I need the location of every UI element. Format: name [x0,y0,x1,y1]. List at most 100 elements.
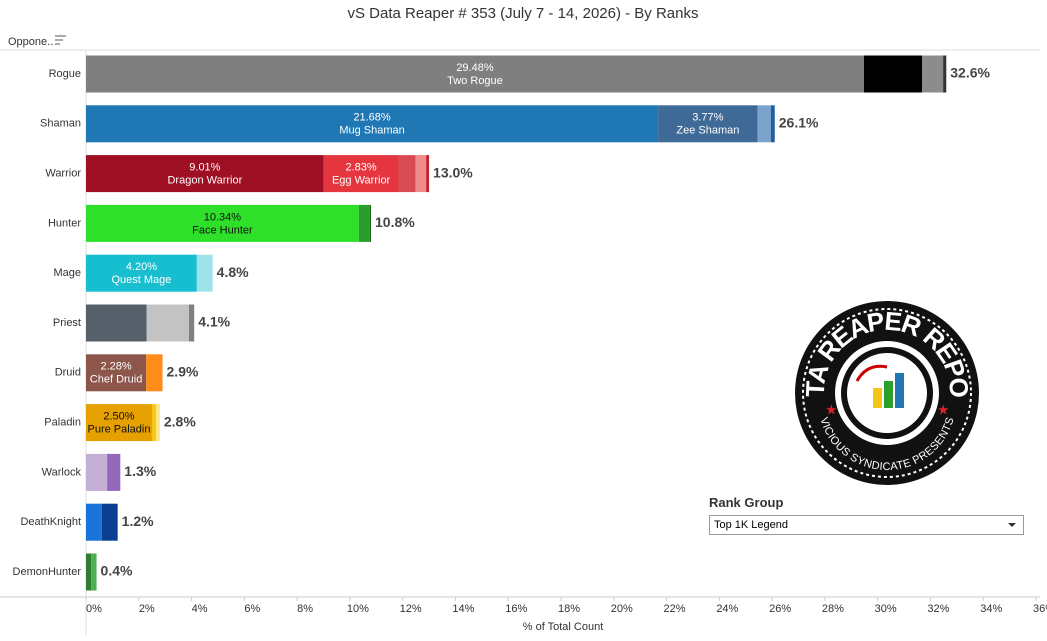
row-label: Priest [53,317,81,329]
x-tick-label: 16% [505,603,527,615]
segment-value-label: 21.68% [353,112,391,124]
chart-title: vS Data Reaper # 353 (July 7 - 14, 2026)… [347,5,698,22]
bar-segment [86,553,92,591]
segment-name-label: Dragon Warrior [167,175,242,187]
star: ★ [825,402,838,418]
bar-segment [86,55,864,93]
bar-segment [155,404,160,442]
row-label: Druid [55,367,81,379]
total-label: 0.4% [101,563,133,579]
bar-segment [151,404,156,442]
bar-segment [188,304,195,342]
bar-segment [86,105,659,143]
bar-segment [86,155,324,193]
total-label: 4.8% [217,264,249,280]
row-label: Warrior [45,168,81,180]
bar-segment [91,553,97,591]
bar-segment [196,254,213,292]
x-tick-label: 22% [664,603,686,615]
bar-segment [86,204,359,242]
row-label: Paladin [44,417,81,429]
x-tick-label: 34% [980,603,1002,615]
x-tick-label: 32% [927,603,949,615]
bar-segment [757,105,771,143]
bar-segment [863,55,922,93]
bar-segment [415,155,427,193]
x-tick-label: 6% [244,603,260,615]
bar-segment [358,204,370,242]
row-header: Oppone.. [8,36,53,48]
segment-value-label: 2.83% [346,162,377,174]
row-label: Mage [53,267,81,279]
rank-filter: Rank Group Top 1K Legend [709,495,1024,535]
segment-value-label: 2.50% [103,411,134,423]
star: ★ [937,402,950,418]
segment-name-label: Mug Shaman [339,125,404,137]
total-label: 4.1% [198,314,230,330]
segment-value-label: 2.28% [100,361,131,373]
x-tick-label: 20% [611,603,633,615]
x-tick-label: 36% [1033,603,1047,615]
sort-icon[interactable] [55,35,66,45]
x-tick-label: 26% [769,603,791,615]
row-label: Shaman [40,118,81,130]
bar-segment [86,453,108,491]
x-tick-label: 8% [297,603,313,615]
segment-name-label: Zee Shaman [676,125,739,137]
x-tick-label: 18% [558,603,580,615]
total-label: 2.8% [164,413,196,429]
segment-name-label: Chef Druid [90,374,143,386]
row-label: Warlock [42,466,82,478]
bar-segment [922,55,944,93]
x-tick-label: 28% [822,603,844,615]
x-tick-label: 10% [347,603,369,615]
bar-segment [146,304,189,342]
row-label: DemonHunter [13,566,82,578]
segment-name-label: Face Hunter [192,224,253,236]
filter-title: Rank Group [709,495,784,510]
x-tick-label: 14% [452,603,474,615]
bar-segment [658,105,758,143]
x-tick-label: 2% [139,603,155,615]
segment-name-label: Pure Paladin [87,424,150,436]
x-tick-label: 30% [875,603,897,615]
row-label: Rogue [49,68,81,80]
x-tick-label: 0% [86,603,102,615]
bar-segment [323,155,399,193]
bar-segment [398,155,416,193]
bar-segment [86,354,147,392]
bar-segment [426,155,430,193]
segment-value-label: 3.77% [692,112,723,124]
bar-segment [146,354,163,392]
bar-segment [101,503,118,541]
x-tick-label: 12% [400,603,422,615]
bar-segment [86,404,152,442]
segment-value-label: 29.48% [456,62,494,74]
filter-dropdown[interactable]: Top 1K Legend [709,515,1024,535]
row-label: DeathKnight [20,516,81,528]
total-label: 26.1% [779,115,819,131]
segment-name-label: Two Rogue [447,75,503,87]
total-label: 2.9% [167,364,199,380]
bar-segment [86,503,102,541]
bar-segment [86,304,147,342]
x-tick-label: 24% [716,603,738,615]
bar-segment [369,204,371,242]
total-label: 1.2% [122,513,154,529]
row-label: Hunter [48,217,81,229]
x-axis-title: % of Total Count [523,621,604,633]
logo: DATA REAPER REPORT VICIOUS SYNDICATE PRE… [795,301,979,485]
bar-segment [107,453,121,491]
bar-segment [770,105,775,143]
total-label: 10.8% [375,214,415,230]
segment-value-label: 4.20% [126,261,157,273]
segment-value-label: 9.01% [189,162,220,174]
segment-name-label: Quest Mage [111,274,171,286]
bar-segment [943,55,947,93]
total-label: 13.0% [433,164,473,180]
segment-value-label: 10.34% [204,211,242,223]
segment-name-label: Egg Warrior [332,175,391,187]
bar-segment [86,254,197,292]
x-tick-label: 4% [192,603,208,615]
